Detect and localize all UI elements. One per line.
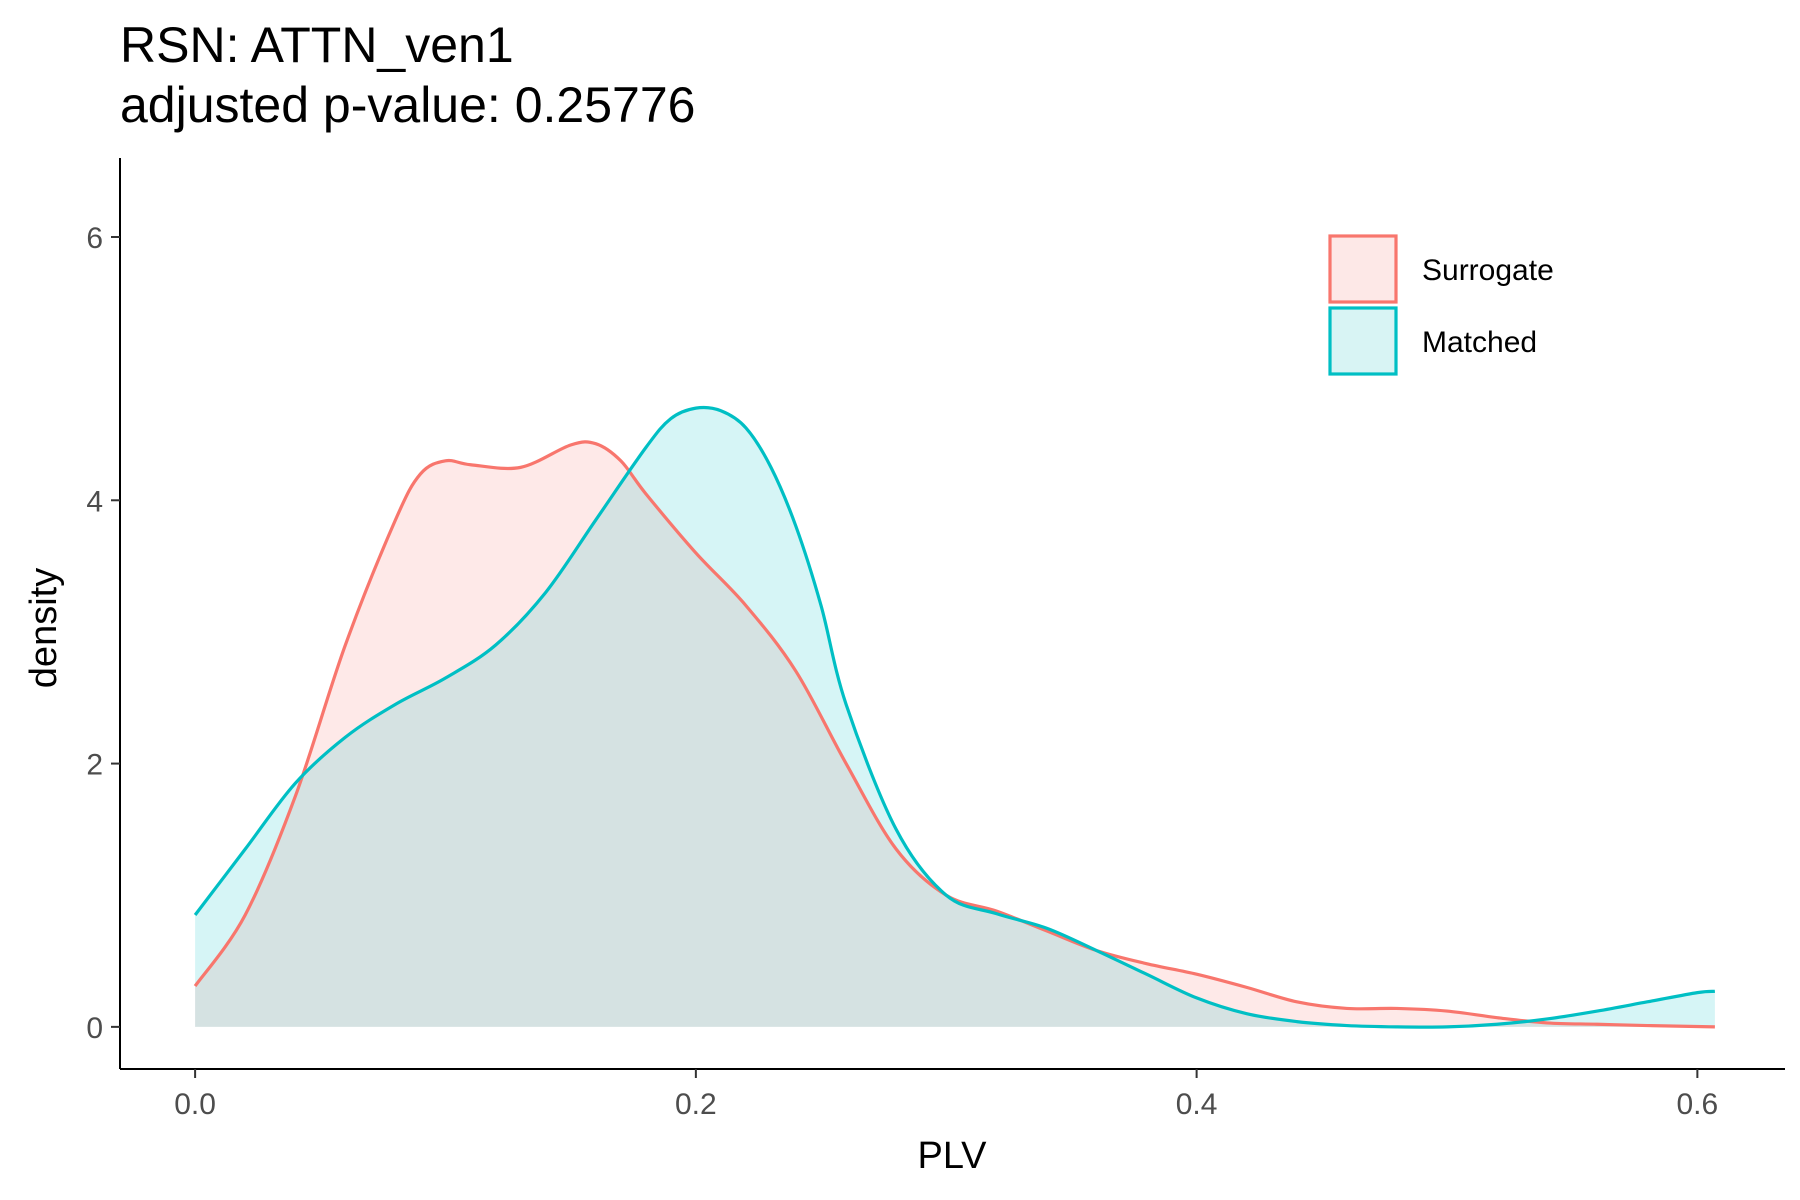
density-area-matched bbox=[195, 407, 1715, 1028]
legend-label-matched: Matched bbox=[1422, 326, 1537, 359]
legend-label-surrogate: Surrogate bbox=[1422, 254, 1554, 287]
density-areas bbox=[195, 407, 1715, 1028]
x-tick-label: 0.6 bbox=[1677, 1088, 1719, 1121]
x-axis-ticks: 0.0 0.2 0.4 0.6 bbox=[174, 1069, 1718, 1121]
chart-title-line1: RSN: ATTN_ven1 bbox=[120, 17, 514, 73]
chart-title-line2: adjusted p-value: 0.25776 bbox=[120, 77, 695, 133]
density-area-surrogate bbox=[195, 441, 1715, 1027]
x-tick-label: 0.0 bbox=[174, 1088, 216, 1121]
legend-key-surrogate bbox=[1328, 234, 1398, 304]
x-tick-label: 0.2 bbox=[675, 1088, 717, 1121]
y-tick-label: 6 bbox=[86, 222, 103, 255]
y-tick-label: 2 bbox=[86, 749, 103, 782]
y-tick-label: 4 bbox=[86, 485, 103, 518]
x-tick-label: 0.4 bbox=[1176, 1088, 1218, 1121]
y-tick-label: 0 bbox=[86, 1012, 103, 1045]
legend-key-matched bbox=[1328, 306, 1398, 376]
x-axis-title: PLV bbox=[917, 1135, 987, 1177]
density-line-matched bbox=[193, 405, 1716, 1029]
density-lines bbox=[193, 405, 1716, 1029]
y-axis-title: density bbox=[23, 568, 65, 688]
density-line-surrogate bbox=[193, 440, 1715, 1029]
y-axis-ticks: 0 2 4 6 bbox=[86, 222, 120, 1045]
legend: Surrogate Matched bbox=[1328, 234, 1554, 376]
